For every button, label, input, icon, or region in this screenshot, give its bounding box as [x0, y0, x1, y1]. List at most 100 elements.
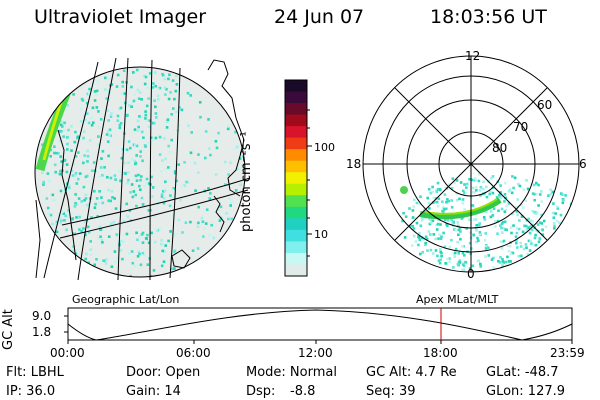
- speckle-pixel: [171, 79, 175, 82]
- speckle-pixel: [177, 163, 180, 166]
- speckle-pixel: [215, 146, 219, 150]
- speckle-pixel: [133, 143, 137, 147]
- speckle-pixel: [125, 214, 128, 217]
- speckle-pixel: [141, 159, 144, 163]
- speckle-pixel: [549, 188, 552, 192]
- speckle-pixel: [191, 249, 195, 252]
- speckle-pixel: [161, 159, 164, 162]
- speckle-pixel: [138, 235, 141, 238]
- speckle-pixel: [118, 126, 122, 130]
- speckle-pixel: [537, 204, 540, 207]
- speckle-pixel: [57, 152, 60, 155]
- speckle-pixel: [112, 220, 116, 224]
- speckle-pixel: [544, 225, 548, 228]
- speckle-pixel: [85, 101, 89, 105]
- time-tick-1200: 12:00: [298, 346, 333, 360]
- speckle-pixel: [75, 216, 78, 219]
- speckle-pixel: [501, 257, 504, 261]
- speckle-pixel: [79, 107, 82, 111]
- speckle-pixel: [80, 230, 83, 233]
- speckle-pixel: [477, 179, 481, 183]
- speckle-pixel: [509, 252, 513, 256]
- speckle-pixel: [127, 104, 131, 107]
- speckle-pixel: [431, 201, 435, 204]
- speckle-pixel: [153, 215, 156, 218]
- speckle-pixel: [84, 233, 87, 237]
- speckle-pixel: [496, 219, 500, 223]
- speckle-pixel: [72, 163, 76, 166]
- speckle-pixel: [429, 233, 432, 236]
- speckle-pixel: [510, 231, 513, 235]
- speckle-pixel: [529, 219, 532, 223]
- ip-label: IP: 36.0: [6, 384, 56, 399]
- speckle-pixel: [103, 88, 107, 91]
- speckle-pixel: [196, 247, 200, 250]
- speckle-pixel: [447, 199, 451, 203]
- speckle-pixel: [496, 232, 499, 235]
- speckle-pixel: [484, 232, 487, 235]
- speckle-pixel: [457, 233, 460, 237]
- speckle-pixel: [491, 214, 495, 217]
- speckle-pixel: [169, 230, 172, 233]
- speckle-pixel: [465, 182, 469, 186]
- speckle-pixel: [227, 173, 230, 176]
- speckle-pixel: [158, 135, 162, 139]
- speckle-pixel: [137, 173, 140, 177]
- speckle-pixel: [477, 223, 481, 227]
- speckle-pixel: [155, 116, 158, 119]
- speckle-pixel: [96, 80, 100, 84]
- speckle-pixel: [55, 230, 59, 234]
- speckle-pixel: [526, 187, 530, 191]
- lat-lon-grid: [43, 57, 251, 281]
- speckle-pixel: [499, 224, 502, 227]
- speckle-pixel: [135, 204, 138, 208]
- mlt-label-18: 18: [346, 157, 362, 171]
- speckle-pixel: [515, 205, 518, 209]
- speckle-pixel: [535, 229, 538, 232]
- speckle-pixel: [492, 207, 496, 210]
- speckle-pixel: [210, 223, 213, 227]
- speckle-pixel: [479, 262, 482, 266]
- speckle-pixel: [95, 197, 99, 200]
- speckle-pixel: [169, 150, 172, 154]
- speckle-pixel: [456, 240, 459, 244]
- speckle-pixel: [149, 274, 153, 277]
- speckle-pixel: [154, 71, 157, 74]
- speckle-pixel: [229, 161, 232, 165]
- speckle-pixel: [218, 219, 222, 222]
- speckle-pixel: [200, 216, 204, 220]
- speckle-pixel: [110, 227, 113, 230]
- speckle-pixel: [439, 250, 442, 254]
- speckle-pixel: [97, 126, 101, 129]
- speckle-pixel: [461, 202, 465, 205]
- speckle-pixel: [541, 228, 544, 231]
- speckle-pixel: [108, 134, 111, 137]
- speckle-pixel: [525, 246, 528, 249]
- speckle-pixel: [491, 175, 495, 178]
- speckle-pixel: [186, 181, 190, 184]
- speckle-pixel: [125, 202, 128, 206]
- speckle-pixel: [66, 142, 69, 146]
- speckle-pixel: [123, 92, 127, 95]
- speckle-pixel: [428, 207, 431, 210]
- time-label: 18:03:56 UT: [430, 6, 547, 28]
- speckle-pixel: [452, 252, 456, 256]
- speckle-pixel: [84, 257, 87, 261]
- speckle-pixel: [424, 216, 427, 220]
- speckle-pixel: [531, 220, 534, 223]
- speckle-pixel: [438, 261, 442, 265]
- speckle-pixel: [130, 250, 134, 253]
- speckle-pixel: [107, 235, 111, 238]
- speckle-pixel: [160, 239, 163, 242]
- speckle-pixel: [208, 234, 211, 237]
- speckle-pixel: [483, 255, 487, 258]
- speckle-pixel: [127, 178, 130, 182]
- speckle-pixel: [494, 225, 497, 228]
- speckle-pixel: [453, 181, 456, 184]
- speckle-pixel: [410, 244, 414, 247]
- speckle-pixel: [522, 247, 526, 251]
- speckle-pixel: [138, 252, 141, 256]
- speckle-pixel: [457, 224, 460, 228]
- speckle-pixel: [426, 249, 429, 252]
- speckle-pixel: [554, 248, 558, 252]
